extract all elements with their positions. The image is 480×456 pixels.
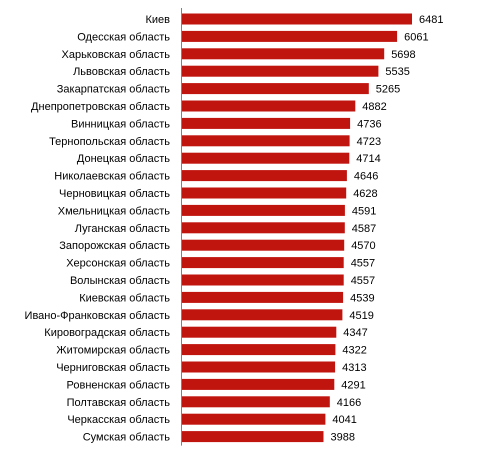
category-label: Херсонская область: [66, 258, 170, 270]
value-label: 4166: [337, 397, 361, 409]
category-label: Полтавская область: [67, 397, 171, 409]
category-label: Ивано-Франковская область: [25, 310, 171, 322]
value-label: 3988: [331, 432, 355, 444]
category-label: Черниговская область: [56, 362, 170, 374]
bar: [182, 396, 330, 408]
bar: [182, 257, 344, 269]
category-label: Львовская область: [73, 66, 170, 78]
value-label: 5698: [391, 49, 415, 61]
bar: [182, 30, 398, 42]
value-label: 4313: [342, 362, 366, 374]
bar: [182, 83, 369, 95]
bar: [182, 361, 336, 373]
category-label: Киев: [145, 14, 170, 26]
bar: [182, 48, 385, 60]
value-labels-group: 6481 6061 5698 5535 5265 4882 4736 4723 4714 4646…: [331, 14, 444, 444]
value-label: 4587: [352, 223, 376, 235]
value-label: 6481: [419, 14, 443, 26]
bar: [182, 344, 336, 356]
bar: [182, 152, 350, 164]
category-label: Николаевская область: [54, 171, 170, 183]
value-label: 4736: [357, 118, 381, 130]
bar: [182, 65, 379, 77]
category-label: Хмельницкая область: [58, 205, 171, 217]
category-label: Кировоградская область: [44, 327, 170, 339]
bar: [182, 222, 345, 234]
bar: [182, 117, 351, 129]
value-label: 4322: [342, 345, 366, 357]
value-label: 5265: [376, 84, 400, 96]
value-label: 4557: [351, 275, 375, 287]
category-label: Луганская область: [75, 223, 170, 235]
category-label: Киевская область: [79, 292, 170, 304]
category-label: Днепропетровская область: [31, 101, 170, 113]
bar: [182, 413, 326, 425]
bar: [182, 378, 335, 390]
category-label: Сумская область: [83, 432, 171, 444]
bar: [182, 431, 324, 443]
category-label: Житомирская область: [56, 345, 170, 357]
value-label: 4041: [332, 414, 356, 426]
bar: [182, 204, 345, 216]
category-label: Харьковская область: [62, 49, 171, 61]
value-label: 4519: [349, 310, 373, 322]
bar: [182, 326, 337, 338]
category-label: Тернопольская область: [49, 136, 170, 148]
value-label: 5535: [385, 66, 409, 78]
value-label: 4882: [362, 101, 386, 113]
bar: [182, 100, 356, 112]
bar: [182, 309, 343, 321]
category-label: Черкасская область: [67, 414, 170, 426]
value-label: 6061: [404, 31, 428, 43]
category-labels-group: Киев Одесская область Харьковская область Л…: [25, 14, 171, 444]
bar: [182, 187, 347, 199]
category-label: Запорожская область: [59, 240, 170, 252]
value-label: 4723: [357, 136, 381, 148]
value-label: 4557: [351, 258, 375, 270]
category-label: Одесская область: [77, 31, 170, 43]
bar: [182, 170, 347, 182]
category-label: Ровненская область: [67, 379, 171, 391]
value-label: 4714: [356, 153, 380, 165]
category-label: Донецкая область: [77, 153, 170, 165]
category-label: Черновицкая область: [59, 188, 170, 200]
bar: [182, 274, 344, 286]
category-label: Закарпатская область: [57, 84, 170, 96]
value-label: 4591: [352, 205, 376, 217]
value-label: 4291: [341, 379, 365, 391]
bar: [182, 135, 350, 147]
value-label: 4347: [343, 327, 367, 339]
bar: [182, 291, 344, 303]
value-label: 4570: [351, 240, 375, 252]
value-label: 4628: [353, 188, 377, 200]
category-label: Винницкая область: [71, 118, 170, 130]
value-label: 4646: [354, 171, 378, 183]
bar: [182, 13, 412, 25]
value-label: 4539: [350, 292, 374, 304]
bar: [182, 239, 345, 251]
category-label: Волынская область: [70, 275, 170, 287]
bars-group: [182, 13, 412, 443]
